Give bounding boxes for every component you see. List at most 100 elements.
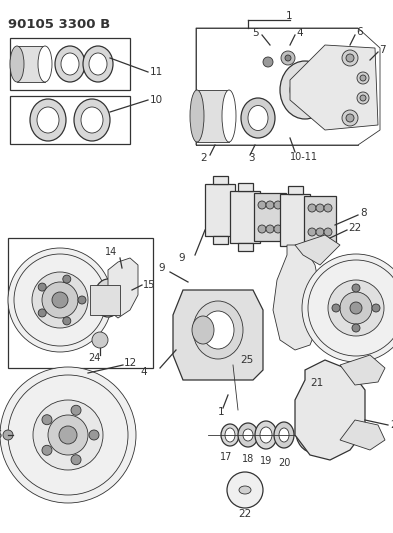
Circle shape — [33, 400, 103, 470]
Circle shape — [48, 415, 88, 455]
Text: 22: 22 — [239, 509, 252, 519]
Ellipse shape — [255, 421, 277, 449]
Ellipse shape — [225, 428, 235, 442]
Ellipse shape — [286, 288, 304, 312]
Text: 9: 9 — [158, 263, 165, 273]
Ellipse shape — [94, 279, 122, 317]
Ellipse shape — [280, 61, 330, 119]
Ellipse shape — [74, 99, 110, 141]
Circle shape — [352, 284, 360, 292]
Ellipse shape — [260, 427, 272, 443]
Polygon shape — [108, 258, 138, 318]
Circle shape — [89, 430, 99, 440]
Bar — [230, 191, 260, 243]
Bar — [90, 285, 120, 315]
Text: 10: 10 — [150, 95, 163, 105]
Ellipse shape — [30, 99, 66, 141]
Text: 16: 16 — [0, 430, 3, 440]
Text: 14: 14 — [105, 247, 117, 257]
Text: 20: 20 — [278, 458, 290, 468]
Text: 1: 1 — [286, 11, 293, 21]
Text: 10-11: 10-11 — [290, 152, 318, 162]
Circle shape — [281, 51, 295, 65]
Circle shape — [340, 292, 372, 324]
Bar — [213, 176, 228, 184]
Text: 12: 12 — [124, 358, 137, 368]
Ellipse shape — [83, 46, 113, 82]
Bar — [288, 186, 303, 194]
Circle shape — [324, 228, 332, 236]
Circle shape — [357, 72, 369, 84]
Circle shape — [42, 282, 78, 318]
Bar — [8, 238, 153, 368]
Circle shape — [342, 50, 358, 66]
Circle shape — [0, 367, 136, 503]
Ellipse shape — [279, 279, 311, 321]
Text: 17: 17 — [220, 452, 232, 462]
Circle shape — [274, 225, 282, 233]
Polygon shape — [295, 235, 340, 265]
Ellipse shape — [190, 90, 204, 142]
Text: 24: 24 — [88, 353, 100, 363]
Polygon shape — [295, 360, 365, 460]
Polygon shape — [196, 28, 380, 145]
Ellipse shape — [100, 287, 116, 309]
Text: 5: 5 — [252, 28, 259, 38]
Circle shape — [52, 292, 68, 308]
Text: 15: 15 — [143, 280, 155, 290]
Ellipse shape — [10, 46, 24, 82]
Ellipse shape — [89, 53, 107, 75]
Circle shape — [274, 201, 282, 209]
Circle shape — [360, 95, 366, 101]
Circle shape — [308, 228, 316, 236]
Ellipse shape — [296, 408, 331, 453]
Circle shape — [59, 426, 77, 444]
Bar — [10, 96, 130, 144]
Text: 2: 2 — [200, 153, 207, 163]
Bar — [280, 194, 310, 246]
Circle shape — [357, 92, 369, 104]
Circle shape — [285, 55, 291, 61]
Polygon shape — [340, 355, 385, 385]
Ellipse shape — [290, 72, 320, 108]
Ellipse shape — [81, 107, 103, 133]
Circle shape — [266, 201, 274, 209]
Ellipse shape — [55, 46, 85, 82]
Ellipse shape — [248, 106, 268, 131]
Bar — [304, 196, 336, 244]
Polygon shape — [273, 245, 320, 350]
Ellipse shape — [303, 416, 323, 444]
Circle shape — [352, 324, 360, 332]
Bar — [205, 184, 235, 236]
Circle shape — [316, 228, 324, 236]
Ellipse shape — [192, 316, 214, 344]
Bar — [10, 38, 130, 90]
Ellipse shape — [193, 301, 243, 359]
Circle shape — [42, 445, 52, 455]
Text: 23: 23 — [390, 420, 393, 430]
Circle shape — [332, 304, 340, 312]
Circle shape — [308, 204, 316, 212]
Circle shape — [346, 54, 354, 62]
Polygon shape — [173, 290, 263, 380]
Ellipse shape — [243, 429, 253, 441]
Ellipse shape — [38, 46, 52, 82]
Circle shape — [342, 110, 358, 126]
Text: 11: 11 — [150, 67, 163, 77]
Bar — [238, 183, 253, 191]
Bar — [254, 193, 286, 241]
Circle shape — [258, 225, 266, 233]
Ellipse shape — [221, 424, 239, 446]
Text: 4: 4 — [140, 367, 147, 377]
Text: 22: 22 — [348, 223, 361, 233]
Text: 9: 9 — [178, 253, 185, 263]
Circle shape — [63, 275, 71, 283]
Circle shape — [8, 248, 112, 352]
Ellipse shape — [279, 428, 289, 442]
Ellipse shape — [241, 98, 275, 138]
Ellipse shape — [274, 422, 294, 448]
Polygon shape — [340, 420, 385, 450]
Circle shape — [71, 455, 81, 465]
Circle shape — [324, 204, 332, 212]
Circle shape — [78, 296, 86, 304]
